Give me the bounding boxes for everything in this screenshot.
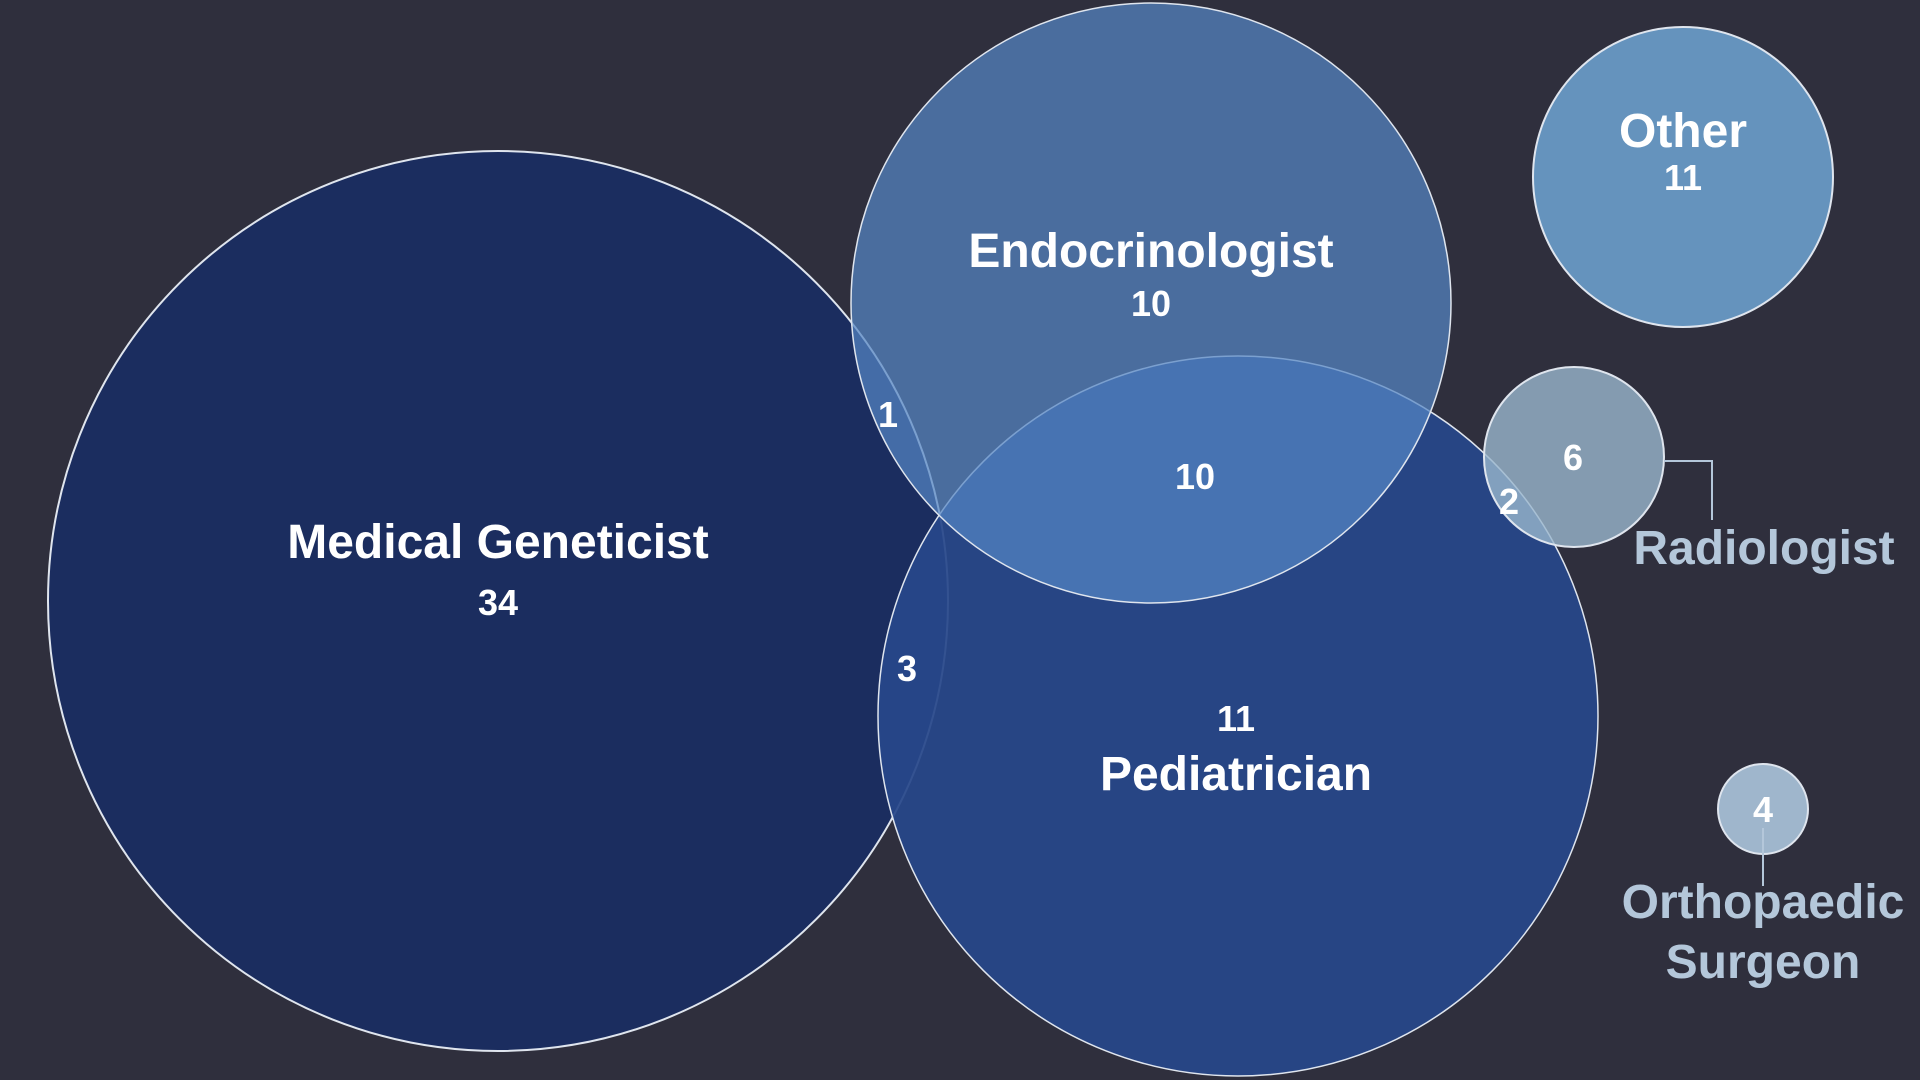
radiologist-leader-line: [1664, 460, 1713, 520]
circle-other: [1532, 26, 1834, 328]
intersection-endocrinologist-pediatrician-count: 10: [1175, 456, 1215, 497]
orthopaedic-surgeon-count: 4: [1753, 789, 1773, 830]
other-count: 11: [1664, 157, 1702, 198]
orthopaedic-surgeon-label-line2: Surgeon: [1666, 936, 1861, 989]
intersection-geneticist-pediatrician-count: 3: [897, 648, 917, 689]
intersection-geneticist-endocrinologist-count: 1: [878, 394, 898, 435]
circle-endocrinologist: [850, 2, 1452, 604]
radiologist-count: 6: [1563, 437, 1583, 478]
other-label: Other: [1619, 105, 1747, 158]
circle-radiologist: [1483, 366, 1665, 548]
pediatrician-label: Pediatrician: [1100, 748, 1372, 801]
medical-geneticist-label: Medical Geneticist: [287, 516, 708, 569]
orthopaedic-surgeon-label-line1: Orthopaedic: [1622, 876, 1905, 929]
medical-geneticist-count: 34: [478, 582, 518, 623]
endocrinologist-count: 10: [1131, 283, 1171, 324]
radiologist-label: Radiologist: [1633, 522, 1894, 575]
pediatrician-count: 11: [1217, 698, 1255, 739]
endocrinologist-label: Endocrinologist: [968, 225, 1333, 278]
intersection-pediatrician-radiologist-count: 2: [1499, 481, 1519, 522]
